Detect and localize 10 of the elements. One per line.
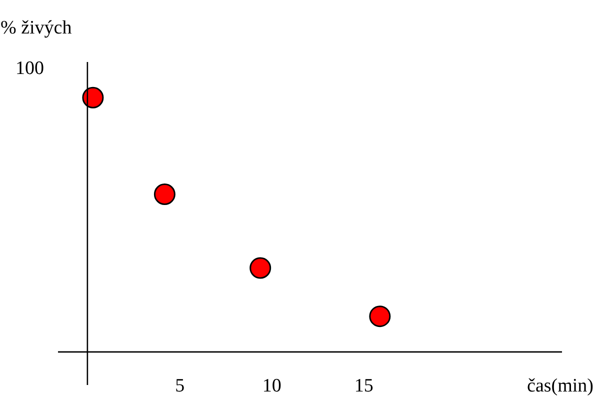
point <box>369 306 391 328</box>
x-tick-label: 15 <box>354 376 374 396</box>
point <box>250 257 272 279</box>
x-tick-label: 5 <box>175 376 185 396</box>
text: 100 <box>16 58 44 79</box>
x-tick-label: 10 <box>262 376 282 396</box>
y-axis-title: % živých <box>0 18 72 38</box>
point <box>82 86 104 108</box>
point <box>154 184 176 205</box>
x-axis-title: čas(min) <box>527 376 594 396</box>
